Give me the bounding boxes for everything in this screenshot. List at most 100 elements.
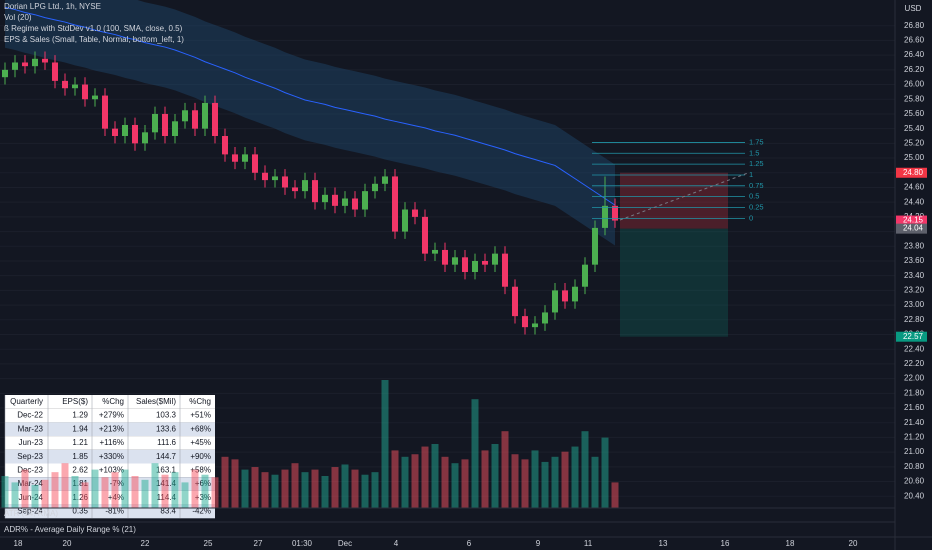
currency: USD <box>905 4 922 13</box>
volume-bar <box>591 456 599 508</box>
x-tick-label: 18 <box>786 539 795 548</box>
table-cell: 1.81 <box>72 479 88 488</box>
table-row <box>5 408 215 423</box>
table-cell: +51% <box>190 411 211 420</box>
candle-body <box>462 257 468 273</box>
candle-body <box>542 312 548 324</box>
y-tick-label: 22.80 <box>904 315 925 324</box>
table-cell: +103% <box>99 465 124 474</box>
table-cell: +58% <box>190 465 211 474</box>
price-tag-label: 24.80 <box>903 168 924 177</box>
y-tick-label: 20.60 <box>904 477 925 486</box>
volume-bar <box>1 476 9 508</box>
candle-body <box>552 290 558 313</box>
projection <box>619 172 749 221</box>
candle-body <box>252 154 258 173</box>
pane-label: ADR% - Average Daily Range % (21) <box>4 525 136 534</box>
volume-bar <box>161 474 169 508</box>
plot: Quarterly EPS($) %Chg Sales($Mil) %Chg Dec-22… <box>2 0 764 519</box>
title: Dorian LPG Ltd., 1h, NYSE <box>4 2 101 11</box>
candle-body <box>512 286 518 317</box>
table-cell: Quarterly <box>10 397 43 406</box>
table-cell: 83.4 <box>160 507 176 516</box>
volume-bar <box>431 444 439 508</box>
candle-body <box>262 172 268 181</box>
candle-body <box>372 183 378 192</box>
volume-bar <box>201 474 209 508</box>
table-cell: Mar-24 <box>18 479 44 488</box>
table-cell: Sales($Mil) <box>136 397 176 406</box>
table-cell: +116% <box>99 438 124 447</box>
volume-bar <box>581 431 589 508</box>
fib-label: 0.25 <box>749 202 764 211</box>
volume-bar <box>391 450 399 508</box>
candle-body <box>182 110 188 122</box>
table-cell: 103.3 <box>156 411 177 420</box>
volume-bar <box>511 454 519 508</box>
x-tick-label: 6 <box>467 539 472 548</box>
table-cell: 1.94 <box>72 424 88 433</box>
candle-body <box>342 198 348 206</box>
table-cell: 1.29 <box>72 411 88 420</box>
candle-body <box>322 194 328 203</box>
table-cell: 111.6 <box>157 438 176 447</box>
volume-bar <box>371 472 379 508</box>
table-cell: 1.21 <box>72 438 88 447</box>
fib-label: 1.5 <box>749 148 759 157</box>
y-tick-label: 26.00 <box>904 80 925 89</box>
y-tick-label: 26.80 <box>904 21 925 30</box>
y-tick-label: 22.20 <box>904 359 925 368</box>
candle-body <box>382 176 388 184</box>
volume-bar <box>221 456 229 508</box>
y-tick-label: 20.40 <box>904 491 925 500</box>
y-tick-label: 26.60 <box>904 36 925 45</box>
y-tick-label: 25.60 <box>904 109 925 118</box>
table-cell: -81% <box>105 507 124 516</box>
volume-bar <box>361 474 369 508</box>
x-tick-label: 13 <box>659 539 668 548</box>
overlay <box>1 380 619 508</box>
candle-body <box>572 286 578 302</box>
candle-body <box>12 62 18 70</box>
candle-body <box>362 191 368 210</box>
candle-body <box>172 121 178 137</box>
price-tag-label: 24.15 <box>903 216 924 225</box>
candle-body <box>32 58 38 67</box>
candle-body <box>272 176 278 181</box>
volume-bar <box>501 431 509 508</box>
table-cell: 1.85 <box>72 452 88 461</box>
y-tick-label: 21.60 <box>904 403 925 412</box>
candle-body <box>112 128 118 137</box>
table-cell: +90% <box>190 452 211 461</box>
candle-body <box>432 249 438 254</box>
volume-bar <box>261 472 269 508</box>
volume-bar <box>271 474 279 508</box>
volume-bar <box>41 479 49 508</box>
y-tick-label: 26.40 <box>904 50 925 59</box>
volume-bar <box>471 399 479 508</box>
table-cell: +330% <box>99 452 124 461</box>
indicator-label: ß Regime with StdDev v1.0 (100, SMA, clo… <box>4 24 183 33</box>
volume-bar <box>21 469 29 508</box>
table-cell: Dec-23 <box>17 465 43 474</box>
candle-body <box>532 323 538 328</box>
volume-bar <box>401 456 409 508</box>
candle-body <box>392 176 398 232</box>
y-tick-label: 25.00 <box>904 153 925 162</box>
price-tag <box>896 223 927 234</box>
candle-body <box>222 136 228 155</box>
candle-body <box>62 80 68 89</box>
volume-bar <box>71 476 79 508</box>
y-tick-label: 23.80 <box>904 241 925 250</box>
price-tag-label: 22.57 <box>903 332 924 341</box>
volume-bar <box>611 482 619 508</box>
volume-bar <box>521 459 529 508</box>
candle-body <box>122 124 128 137</box>
table-row <box>5 449 215 464</box>
table-cell: +68% <box>190 424 211 433</box>
y-tick-label: 21.80 <box>904 388 925 397</box>
volume-bar <box>81 482 89 508</box>
candle-body <box>412 209 418 217</box>
candle-body <box>212 102 218 137</box>
